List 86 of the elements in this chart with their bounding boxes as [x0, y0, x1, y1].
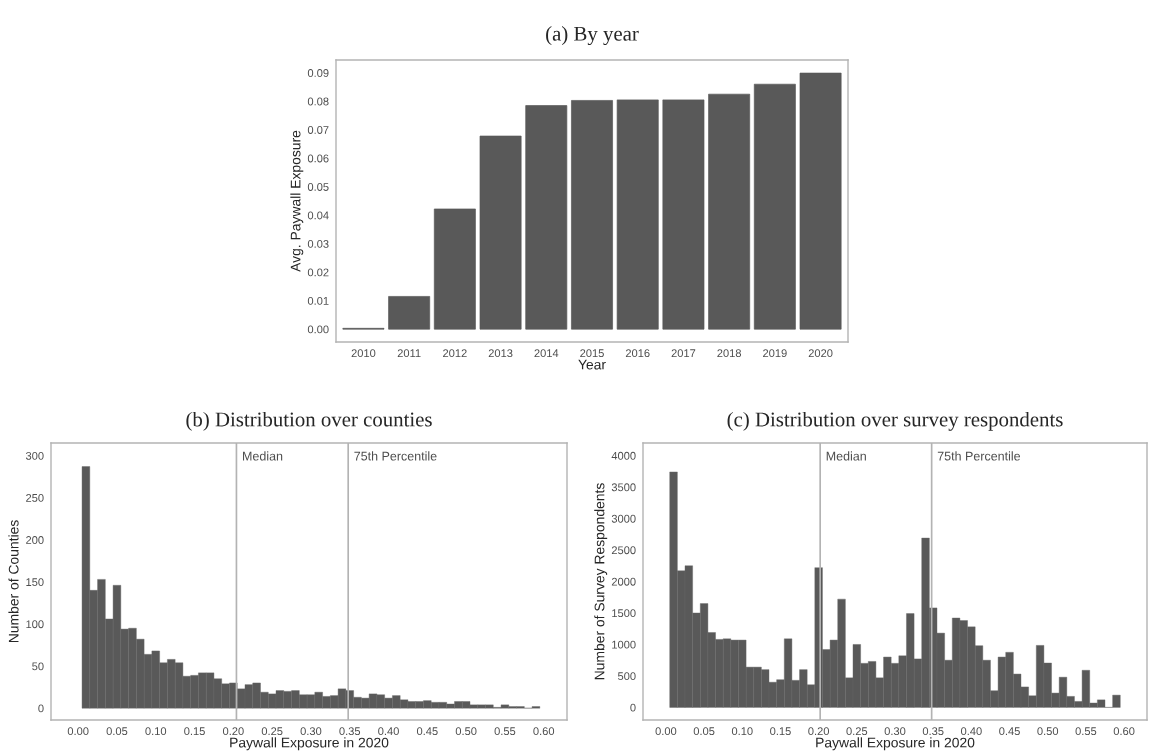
bar [388, 296, 431, 330]
y-tick-label: 0 [630, 703, 636, 712]
bar [708, 93, 751, 330]
y-tick-label: 0.02 [307, 268, 329, 277]
bar [753, 83, 796, 330]
x-tick-label: 0.60 [1113, 727, 1135, 736]
y-tick-label: 2000 [611, 577, 636, 586]
x-tick-label: 2011 [397, 349, 421, 358]
y-tick-label: 0.03 [307, 239, 329, 248]
x-tick-label: 2015 [580, 349, 604, 358]
x-tick-label: 0.20 [808, 727, 830, 736]
ref-line-label: 75th Percentile [354, 451, 437, 461]
y-tick-label: 1000 [612, 640, 636, 649]
chart-title: (b) Distribution over counties [186, 411, 432, 431]
bar [525, 105, 568, 330]
y-tick-label: 3500 [611, 483, 636, 492]
y-tick-label: 0.08 [307, 97, 329, 106]
x-tick-label: 0.15 [184, 727, 205, 736]
y-tick-label: 500 [617, 672, 636, 681]
y-axis-title: Number of Survey Respondents [594, 483, 608, 680]
y-tick-label: 100 [26, 620, 44, 629]
x-tick-label: 2016 [625, 349, 650, 358]
y-tick-label: 0.05 [307, 183, 329, 191]
x-tick-label: 0.30 [884, 727, 906, 736]
chart-title: (a) By year [546, 26, 639, 46]
x-tick-label: 0.60 [533, 727, 555, 736]
y-tick-label: 200 [26, 536, 44, 544]
y-tick-label: 150 [26, 578, 44, 587]
x-tick-label: 0.10 [145, 727, 167, 736]
ref-line-label: Median [243, 451, 283, 461]
x-tick-label: 0.05 [693, 727, 715, 736]
x-tick-label: 0.55 [1075, 727, 1097, 736]
y-tick-label: 1500 [612, 609, 636, 618]
y-axis-title: Number of Counties [8, 520, 19, 643]
x-axis-title: Paywall Exposure in 2020 [230, 737, 389, 751]
x-tick-label: 0.35 [339, 727, 361, 736]
bar [479, 135, 522, 330]
x-tick-label: 2012 [443, 349, 467, 358]
ref-line-label: 75th Percentile [937, 451, 1021, 461]
x-tick-label: 2017 [671, 349, 696, 358]
chart-title: (c) Distribution over survey respondents [727, 411, 1063, 431]
x-tick-label: 0.25 [846, 727, 868, 736]
bar [616, 99, 659, 330]
y-tick-label: 4000 [611, 451, 636, 460]
x-tick-label: 0.25 [261, 727, 283, 736]
x-tick-label: 2013 [488, 349, 513, 358]
x-tick-label: 0.40 [378, 727, 399, 736]
bar [662, 99, 705, 330]
y-tick-label: 250 [26, 493, 44, 502]
x-tick-label: 0.30 [300, 727, 322, 736]
y-tick-label: 0.01 [307, 296, 329, 305]
y-axis-title: Avg. Paywall Exposure [290, 130, 304, 272]
x-tick-label: 0.50 [455, 727, 477, 736]
y-tick-label: 0.09 [307, 69, 329, 77]
x-tick-label: 0.45 [416, 727, 438, 736]
y-tick-label: 2500 [611, 546, 636, 555]
x-axis-title: Year [578, 359, 606, 370]
x-tick-label: 2010 [351, 349, 376, 358]
y-tick-label: 50 [32, 662, 44, 671]
y-tick-label: 300 [25, 451, 44, 460]
bar [799, 72, 842, 330]
x-tick-label: 0.40 [960, 727, 982, 736]
x-tick-label: 0.50 [1037, 727, 1059, 736]
x-axis-title: Paywall Exposure in 2020 [816, 737, 975, 751]
x-tick-label: 0.45 [999, 727, 1020, 736]
y-tick-label: 3000 [611, 514, 636, 523]
x-tick-label: 0.10 [731, 727, 753, 736]
y-tick-label: 0.00 [307, 325, 329, 334]
x-tick-label: 2018 [717, 349, 742, 358]
x-tick-label: 0.35 [922, 727, 944, 736]
y-tick-label: 0.04 [307, 211, 329, 220]
bar [571, 100, 613, 330]
y-tick-label: 0.06 [307, 154, 329, 163]
x-tick-label: 0.00 [67, 727, 89, 736]
x-tick-label: 0.00 [655, 727, 677, 736]
x-tick-label: 2020 [808, 349, 833, 358]
x-tick-label: 0.20 [222, 727, 244, 736]
y-tick-label: 0 [38, 704, 44, 713]
x-tick-label: 2019 [763, 349, 787, 358]
y-tick-label: 0.07 [307, 126, 329, 134]
ref-line-label: Median [826, 451, 866, 461]
x-tick-label: 0.15 [770, 727, 791, 736]
x-tick-label: 0.05 [106, 727, 128, 736]
x-tick-label: 0.55 [494, 727, 516, 736]
x-tick-label: 2014 [534, 349, 559, 358]
bar [433, 208, 476, 330]
